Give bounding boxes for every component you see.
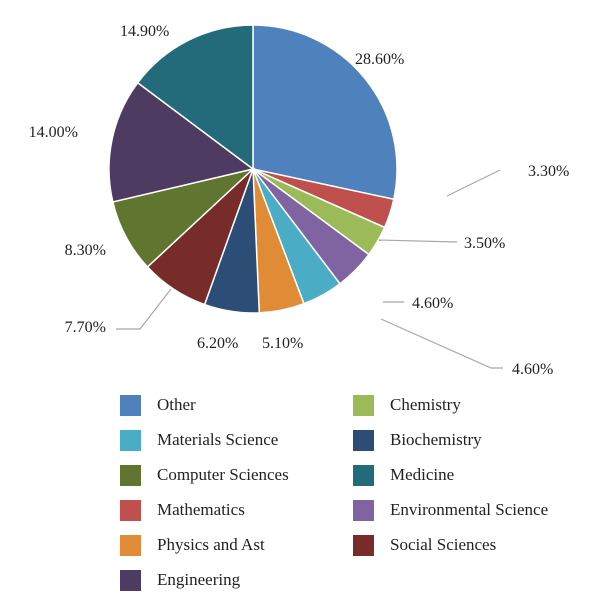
- legend-label: Other: [157, 395, 196, 414]
- data-label-chemistry: 3.50%: [464, 235, 505, 252]
- data-label-other: 28.60%: [355, 51, 404, 68]
- data-label-medicine: 14.90%: [120, 23, 169, 40]
- pie-slice-medicine: [136, 24, 254, 171]
- legend-item-physics-and-ast: Physics and Ast: [120, 533, 265, 557]
- data-label-materials-science: 4.60%: [512, 361, 553, 378]
- legend-swatch: [353, 429, 374, 451]
- legend-item-environmental-science: Environmental Science: [353, 498, 548, 522]
- legend-item-medicine: Medicine: [353, 463, 454, 487]
- legend-swatch: [353, 534, 374, 556]
- legend-swatch: [120, 464, 141, 486]
- legend-swatch: [120, 569, 141, 591]
- legend-label: Biochemistry: [390, 430, 482, 449]
- legend-label: Mathematics: [157, 500, 245, 519]
- legend-label: Social Sciences: [390, 535, 497, 554]
- leader-line-materials-science: [380, 318, 503, 369]
- data-label-engineering: 14.00%: [29, 124, 78, 141]
- leader-line-social-sciences: [116, 288, 172, 330]
- legend-item-chemistry: Chemistry: [353, 393, 461, 417]
- legend-swatch: [120, 499, 141, 521]
- legend-item-materials-science: Materials Science: [120, 428, 278, 452]
- legend-swatch: [353, 394, 374, 416]
- data-label-computer-sciences: 8.30%: [65, 242, 106, 259]
- pie-slice-engineering: [108, 81, 255, 203]
- legend-label: Environmental Science: [390, 500, 549, 519]
- legend-item-mathematics: Mathematics: [120, 498, 245, 522]
- data-label-biochemistry: 6.20%: [197, 335, 238, 352]
- legend-swatch: [120, 534, 141, 556]
- pie-chart: 28.60% 3.30% 3.50% 4.60% 4.60% 5.10% 6.20% 7.70…: [29, 23, 570, 378]
- legend-swatch: [120, 394, 141, 416]
- leader-line-mathematics: [446, 169, 501, 197]
- legend-label: Medicine: [390, 465, 455, 484]
- legend-item-other: Other: [120, 393, 196, 417]
- legend-label: Chemistry: [390, 395, 461, 414]
- pie-slice-other: [252, 24, 398, 201]
- legend-swatch: [120, 429, 141, 451]
- legend-item-social-sciences: Social Sciences: [353, 533, 496, 557]
- legend-item-computer-sciences: Computer Sciences: [120, 463, 289, 487]
- legend-item-engineering: Engineering: [120, 568, 240, 592]
- data-label-physics-and-ast: 5.10%: [262, 335, 303, 352]
- data-label-mathematics: 3.30%: [528, 163, 569, 180]
- legend-label: Materials Science: [157, 430, 279, 449]
- legend-label: Physics and Ast: [157, 535, 265, 554]
- legend-swatch: [353, 464, 374, 486]
- legend-item-biochemistry: Biochemistry: [353, 428, 482, 452]
- leader-line-chemistry: [378, 239, 458, 243]
- data-label-environmental-science: 4.60%: [412, 295, 453, 312]
- data-label-social-sciences: 7.70%: [65, 319, 106, 336]
- legend-label: Computer Sciences: [157, 465, 289, 484]
- legend-label: Engineering: [157, 570, 241, 589]
- legend-swatch: [353, 499, 374, 521]
